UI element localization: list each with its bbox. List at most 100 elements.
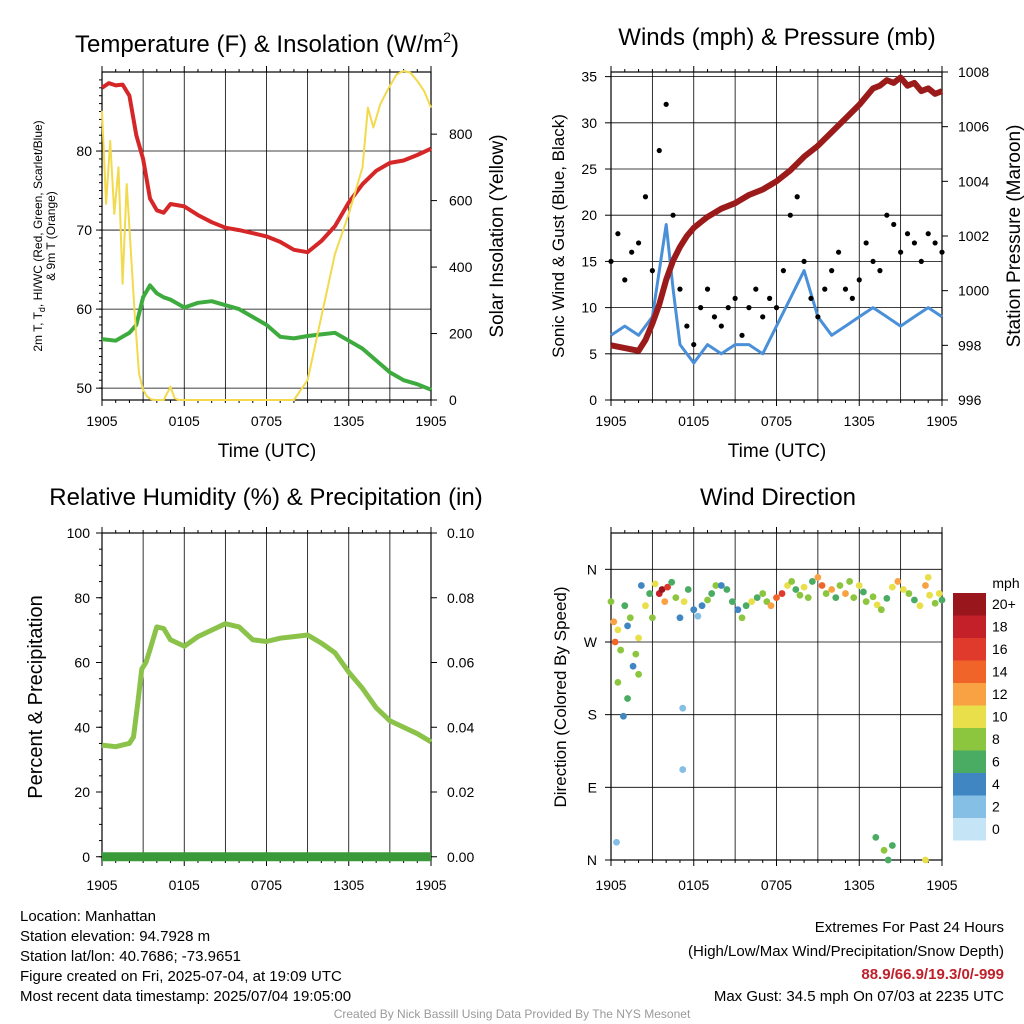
series-line-2 bbox=[101, 70, 432, 401]
direction-point bbox=[635, 634, 642, 642]
direction-point bbox=[924, 574, 932, 581]
direction-point bbox=[611, 638, 619, 646]
gust-point bbox=[842, 286, 849, 292]
direction-point bbox=[862, 598, 870, 606]
gust-point bbox=[663, 101, 669, 107]
x-tick-label: 1905 bbox=[926, 413, 957, 429]
series-line-0 bbox=[100, 81, 432, 255]
y-tick-label: 70 bbox=[76, 222, 92, 238]
direction-point bbox=[753, 594, 761, 601]
x-tick-label: 1905 bbox=[415, 877, 446, 893]
gust-point bbox=[932, 240, 938, 246]
direction-point bbox=[614, 626, 622, 634]
direction-point bbox=[888, 842, 896, 849]
direction-point bbox=[704, 596, 711, 604]
colorbar-swatch bbox=[953, 638, 986, 661]
direction-point bbox=[661, 598, 669, 606]
direction-point bbox=[734, 606, 742, 614]
colorbar-swatch bbox=[953, 593, 986, 616]
y-tick-label: 25 bbox=[581, 161, 597, 177]
gust-point bbox=[698, 305, 704, 311]
direction-point bbox=[680, 598, 688, 606]
direction-point bbox=[899, 586, 907, 593]
direction-point bbox=[792, 586, 800, 593]
colorbar-swatch bbox=[953, 705, 986, 728]
gust-point bbox=[808, 295, 814, 301]
direction-point bbox=[637, 582, 645, 589]
gust-point bbox=[684, 323, 690, 329]
direction-point bbox=[894, 578, 902, 585]
x-tick-label: 0105 bbox=[678, 413, 709, 429]
colorbar-level-label: 0 bbox=[992, 821, 1000, 837]
y2-tick-label: 1004 bbox=[958, 173, 989, 189]
y-tick-label: 35 bbox=[581, 69, 597, 85]
gust-point bbox=[718, 323, 724, 329]
direction-point bbox=[629, 662, 637, 670]
direction-point bbox=[759, 590, 767, 597]
direction-point bbox=[905, 590, 913, 597]
x-tick-label: 1905 bbox=[926, 877, 957, 893]
y-tick-label: N bbox=[587, 852, 597, 868]
x-tick-label: 0105 bbox=[678, 877, 709, 893]
direction-point bbox=[938, 596, 946, 604]
location-text: Location: Manhattan bbox=[20, 908, 156, 925]
direction-point bbox=[738, 614, 746, 622]
x-tick-label: 1305 bbox=[844, 413, 875, 429]
direction-point bbox=[626, 614, 634, 622]
x-tick-label: 1905 bbox=[595, 877, 626, 893]
x-tick-label: 0705 bbox=[251, 877, 282, 893]
y2-tick-label: 0.06 bbox=[447, 655, 474, 671]
direction-point bbox=[796, 591, 804, 599]
gust-point bbox=[649, 268, 655, 274]
extremes-subheading: (High/Low/Max Wind/Precipitation/Snow De… bbox=[688, 943, 1004, 960]
panel-title: Temperature (F) & Insolation (W/m2) bbox=[75, 29, 459, 58]
direction-point bbox=[651, 580, 659, 588]
colorbar-swatch bbox=[953, 728, 986, 751]
colorbar-level-label: 18 bbox=[992, 619, 1008, 635]
direction-point bbox=[922, 582, 929, 589]
direction-point bbox=[836, 582, 844, 589]
created-text: Figure created on Fri, 2025-07-04, at 19… bbox=[20, 968, 342, 985]
colorbar-swatch bbox=[953, 795, 986, 818]
y-tick-label: 40 bbox=[74, 719, 90, 735]
direction-point bbox=[935, 590, 943, 597]
direction-point bbox=[808, 578, 816, 585]
y2-axis-label: Solar Insolation (Yellow) bbox=[487, 134, 508, 337]
y2-tick-label: 200 bbox=[449, 326, 473, 342]
recent-data-text: Most recent data timestamp: 2025/07/04 1… bbox=[20, 988, 352, 1005]
direction-point bbox=[694, 612, 702, 620]
y-tick-label: 60 bbox=[74, 655, 90, 671]
gust-point bbox=[780, 268, 786, 274]
y2-tick-label: 1008 bbox=[958, 64, 989, 80]
gust-point bbox=[794, 194, 800, 200]
gust-point bbox=[939, 249, 945, 255]
gust-point bbox=[773, 305, 780, 311]
y-tick-label: E bbox=[588, 779, 597, 795]
x-tick-label: 1905 bbox=[86, 413, 117, 429]
gust-point bbox=[677, 286, 683, 292]
direction-point bbox=[624, 695, 631, 702]
y-axis-label: Direction (Colored By Speed) bbox=[551, 586, 570, 807]
y2-tick-label: 600 bbox=[449, 193, 473, 209]
direction-point bbox=[911, 596, 918, 604]
gust-point bbox=[856, 277, 862, 283]
colorbar-level-label: 20+ bbox=[992, 596, 1016, 612]
y-tick-label: 80 bbox=[74, 590, 90, 606]
elevation-text: Station elevation: 94.7928 m bbox=[20, 928, 211, 945]
gust-point bbox=[656, 147, 662, 154]
colorbar-level-label: 6 bbox=[992, 754, 1000, 770]
gust-point bbox=[622, 277, 628, 283]
x-tick-label: 0105 bbox=[169, 877, 200, 893]
panel-title: Wind Direction bbox=[700, 484, 856, 511]
gust-point bbox=[898, 249, 904, 255]
x-tick-label: 0705 bbox=[761, 413, 792, 429]
panel-title: Relative Humidity (%) & Precipitation (i… bbox=[49, 484, 482, 511]
gust-point bbox=[884, 212, 890, 218]
direction-point bbox=[620, 712, 627, 720]
series-line-2 bbox=[610, 74, 944, 354]
direction-point bbox=[684, 586, 692, 593]
direction-point bbox=[664, 583, 671, 591]
direction-point bbox=[698, 602, 706, 610]
y-tick-label: 0 bbox=[589, 392, 597, 408]
